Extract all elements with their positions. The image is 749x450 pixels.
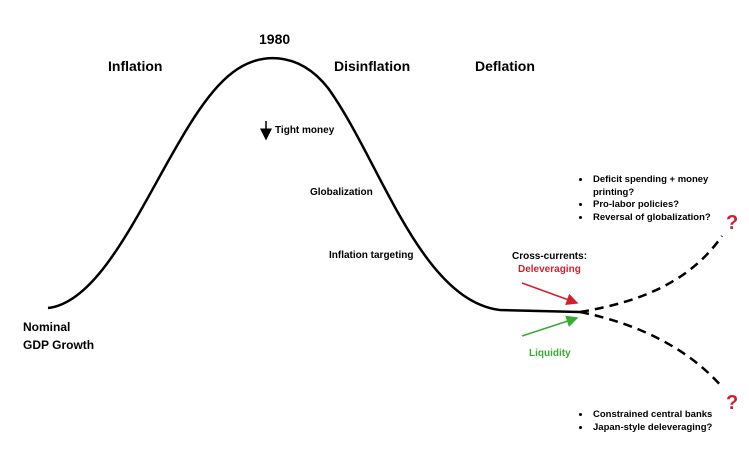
cross-currents-title: Cross-currents: (512, 251, 588, 262)
peak-label: 1980 (259, 31, 291, 47)
question-mark: ? (726, 212, 739, 234)
phase: Disinflation (334, 58, 411, 74)
driver: Tight money (275, 125, 335, 136)
question-mark: ? (726, 392, 739, 414)
bullet: Reversal of globalization? (591, 212, 731, 225)
deleveraging-label: Deleveraging (518, 264, 581, 275)
downside-bullets: Constrained central banks Japan-style de… (575, 409, 749, 434)
deleveraging-arrow (521, 282, 579, 306)
bullet: Constrained central banks (591, 409, 749, 422)
axis-label: Nominal (23, 320, 71, 334)
phase: Deflation (475, 58, 535, 74)
upside-path (579, 235, 724, 314)
driver: Globalization (310, 187, 373, 198)
phase: Inflation (108, 58, 163, 74)
bullet: Deficit spending + money printing? (591, 174, 731, 199)
downside-path (579, 310, 723, 388)
axis-label: GDP Growth (23, 338, 95, 352)
growth-curve (47, 56, 581, 314)
bullet: Pro-labor policies? (591, 199, 731, 212)
driver: Inflation targeting (329, 250, 414, 261)
liquidity-arrow (521, 315, 579, 337)
upside-bullets: Deficit spending + money printing? Pro-l… (575, 174, 731, 224)
bullet: Japan-style deleveraging? (591, 422, 749, 435)
liquidity-label: Liquidity (529, 348, 571, 359)
